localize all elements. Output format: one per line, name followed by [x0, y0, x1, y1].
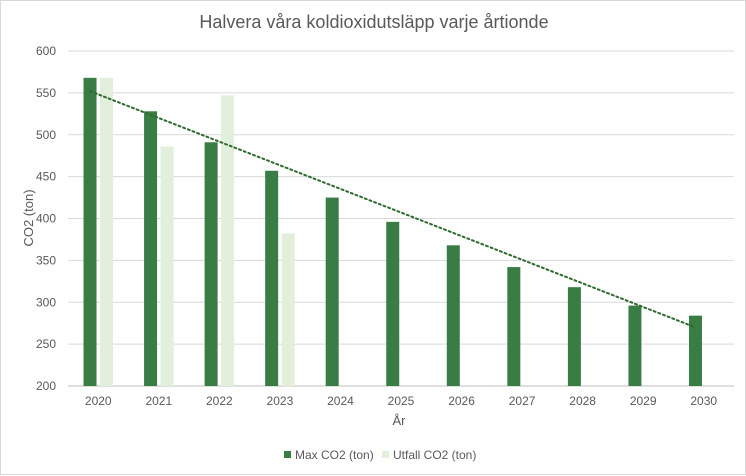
- bars: [83, 77, 702, 387]
- bar-max-2027: [507, 267, 521, 386]
- bar-max-2026: [446, 245, 460, 386]
- y-tick-label: 550: [36, 86, 56, 100]
- x-tick-label: 2021: [145, 394, 172, 408]
- bar-max-2025: [386, 221, 400, 386]
- bar-max-2024: [325, 197, 339, 386]
- bar-max-2021: [144, 111, 158, 387]
- bar-max-2028: [567, 287, 581, 386]
- trendline: [89, 90, 697, 329]
- y-tick-label: 350: [36, 253, 56, 267]
- bar-utfall-2023: [281, 233, 295, 386]
- bar-max-2023: [265, 170, 279, 386]
- legend-label: Max CO2 (ton): [295, 448, 374, 462]
- x-tick-label: 2029: [630, 394, 657, 408]
- y-tick-label: 200: [36, 379, 56, 393]
- x-tick-label: 2025: [388, 394, 415, 408]
- x-tick-label: 2022: [206, 394, 233, 408]
- bar-max-2020: [83, 77, 97, 387]
- legend-swatch: [382, 451, 389, 458]
- bar-utfall-2020: [100, 77, 114, 387]
- x-tick-label: 2028: [569, 394, 596, 408]
- x-tick-label: 2026: [448, 394, 475, 408]
- bar-max-2022: [204, 142, 218, 386]
- y-tick-label: 450: [36, 170, 56, 184]
- y-axis-label: CO2 (ton): [21, 189, 36, 246]
- x-tick-label: 2024: [327, 394, 354, 408]
- bar-utfall-2022: [221, 95, 235, 386]
- x-tick-label: 2027: [509, 394, 536, 408]
- legend: Max CO2 (ton) Utfall CO2 (ton): [284, 448, 476, 462]
- legend-swatch: [284, 451, 291, 458]
- y-tick-label: 300: [36, 295, 56, 309]
- bar-max-2030: [688, 315, 702, 386]
- legend-label: Utfall CO2 (ton): [393, 448, 476, 462]
- bar-max-2029: [628, 305, 642, 386]
- bar-utfall-2021: [160, 146, 174, 386]
- x-tick-labels: 2020 2021 2022 2023 2024 2025 2026 2027 2028 2029…: [85, 394, 717, 408]
- x-tick-label: 2020: [85, 394, 112, 408]
- y-tick-labels: 200 250 300 350 400 450 500 550 600: [36, 44, 56, 393]
- gridlines: [68, 50, 734, 387]
- x-tick-label: 2023: [267, 394, 294, 408]
- x-tick-label: 2030: [690, 394, 717, 408]
- chart-title: Halvera våra koldioxidutsläpp varje årti…: [199, 12, 548, 32]
- x-axis-label: År: [393, 413, 407, 428]
- y-tick-label: 250: [36, 337, 56, 351]
- y-tick-label: 600: [36, 44, 56, 58]
- trendline-group: [89, 90, 697, 329]
- y-tick-label: 400: [36, 212, 56, 226]
- y-tick-label: 500: [36, 128, 56, 142]
